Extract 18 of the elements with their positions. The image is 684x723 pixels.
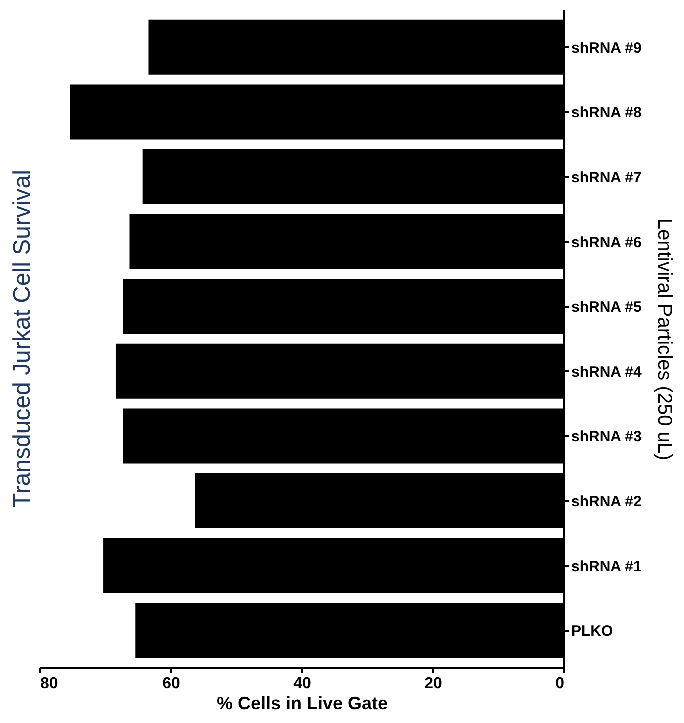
y-tick-label: shRNA #3: [572, 428, 642, 446]
y-tick-label: shRNA #9: [572, 40, 642, 57]
y-tick-label: shRNA #2: [572, 494, 642, 510]
y-tick-label: PLKO: [572, 623, 614, 640]
x-tick-label: 80: [40, 676, 58, 692]
x-tick-label: 20: [424, 676, 442, 692]
y-axis-title: Lentiviral Particles (250 uL): [653, 218, 676, 461]
y-tick-label: shRNA #8: [572, 104, 642, 122]
x-tick-label: 40: [294, 676, 312, 692]
y-tick-label: shRNA #4: [572, 364, 642, 381]
y-tick-label: shRNA #6: [572, 234, 642, 252]
y-tick-label: shRNA #7: [572, 170, 642, 186]
x-tick-label: 0: [556, 676, 565, 692]
text: Transduced Jurkat Cell Survival: [9, 170, 36, 508]
y-tick-label: shRNA #1: [572, 558, 642, 576]
y-tick-label: shRNA #5: [572, 299, 642, 316]
x-tick-label: 60: [162, 676, 180, 692]
x-axis-title: % Cells in Live Gate: [216, 694, 388, 714]
